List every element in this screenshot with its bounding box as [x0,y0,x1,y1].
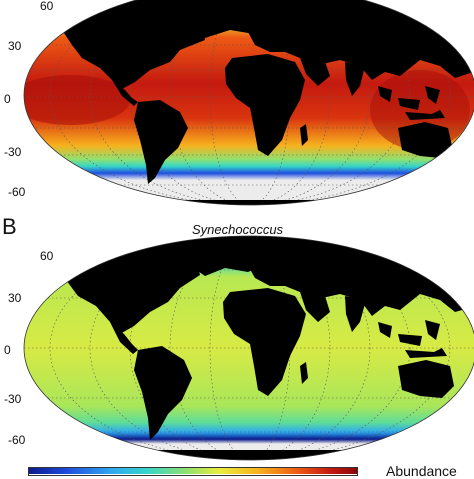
panel-a-hotspot [24,75,130,125]
panel-a-lat-neg60: -60 [8,185,26,199]
colorbar [28,467,358,476]
panel-b-lat-0: 0 [4,343,11,357]
panel-a-lat-0: 0 [4,92,11,106]
panel-b-lat-neg60: -60 [8,433,26,447]
panel-a-lat-neg30: -30 [4,145,22,159]
panel-b-lat-neg30: -30 [4,392,22,406]
colorbar-gradient [29,468,357,474]
panel-b-letter: B [2,214,17,239]
panel-b-map [24,236,474,460]
colorbar-label: Abundance [386,463,457,479]
panel-b-lat-30: 30 [8,291,22,305]
panel-b-title: Synechococcus [192,222,284,237]
panel-a-map [24,0,474,205]
panel-b-border [23,235,474,461]
panel-a-border [23,0,474,206]
panel-b-lat-60: 60 [40,249,54,263]
panel-a-lat-60: 60 [40,0,54,13]
panel-a-lat-30: 30 [8,39,22,53]
